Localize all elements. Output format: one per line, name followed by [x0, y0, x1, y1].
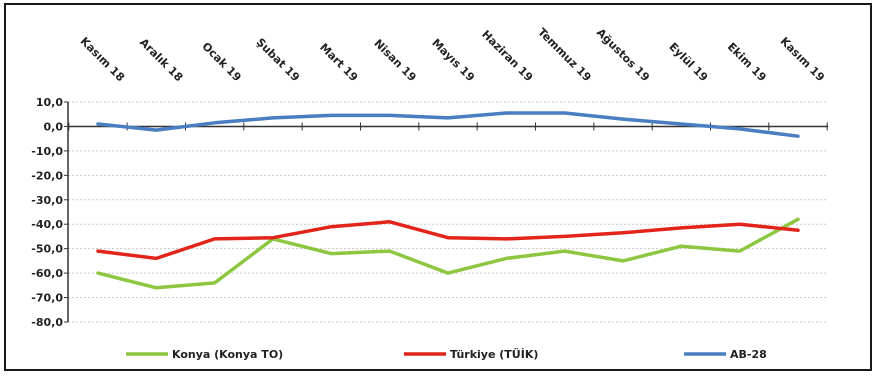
- x-category-label: Aralık 18: [137, 36, 185, 84]
- x-category-label: Mayıs 19: [429, 36, 477, 84]
- x-category-label: Haziran 19: [479, 28, 535, 84]
- series-layer: [96, 111, 800, 290]
- y-tick-label: 0,0: [44, 120, 64, 133]
- series-line-1: [96, 217, 800, 290]
- y-tick-label: -20,0: [31, 169, 63, 182]
- series-line-2: [96, 220, 800, 261]
- x-category-label: Kasım 19: [778, 35, 827, 84]
- x-category-label: Mart 19: [317, 41, 360, 84]
- y-tick-label: -10,0: [31, 145, 63, 158]
- chart-frame: [4, 3, 872, 371]
- y-tick-label: -80,0: [31, 316, 63, 329]
- y-tick-label: -30,0: [31, 194, 63, 207]
- legend-label-3: AB-28: [730, 348, 767, 361]
- y-tick-label: 10,0: [36, 96, 63, 109]
- label-layer: 10,0 0,0 -10,0 -20,0 -30,0 -40,0 -50,0 -60,0 -70…: [31, 26, 827, 329]
- legend: Konya (Konya TO) Türkiye (TÜİK) AB-28: [126, 347, 767, 361]
- legend-label-2: Türkiye (TÜİK): [450, 347, 538, 361]
- series-line-3: [96, 111, 800, 138]
- x-category-label: Şubat 19: [254, 36, 302, 84]
- x-category-label: Eylül 19: [666, 40, 710, 84]
- x-category-label: Nisan 19: [371, 37, 418, 84]
- x-category-label: Ekim 19: [725, 40, 769, 84]
- grid-layer: [68, 101, 828, 323]
- y-tick-label: -60,0: [31, 267, 63, 280]
- x-category-label: Kasım 18: [78, 35, 127, 84]
- x-category-label: Temmuz 19: [535, 26, 594, 85]
- legend-label-1: Konya (Konya TO): [172, 348, 283, 361]
- x-category-label: Ocak 19: [199, 40, 243, 84]
- x-category-label: Ağustos 19: [594, 26, 652, 84]
- axis-layer: [64, 101, 828, 323]
- y-tick-label: -70,0: [31, 292, 63, 305]
- y-tick-label: -50,0: [31, 243, 63, 256]
- y-tick-label: -40,0: [31, 218, 63, 231]
